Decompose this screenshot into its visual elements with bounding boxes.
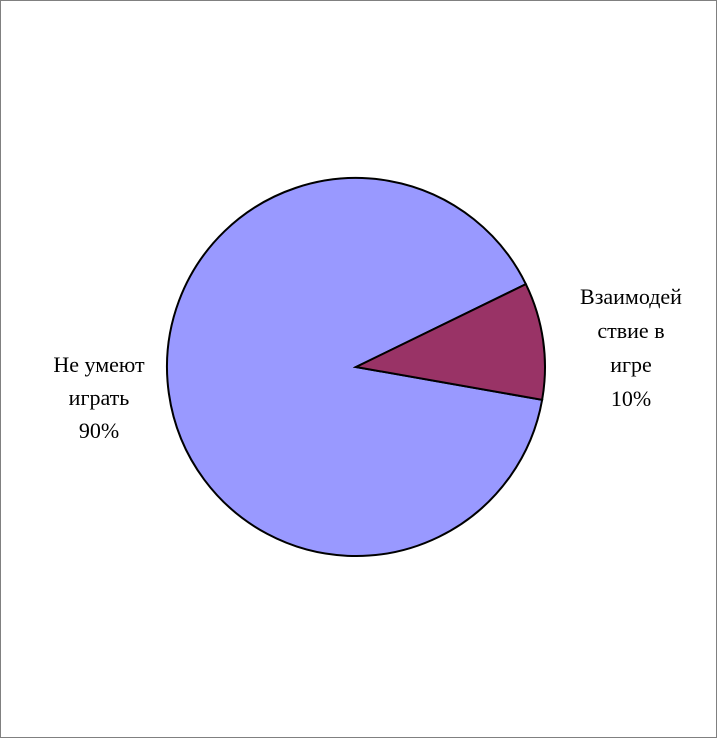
- slice-percent-label: 90%: [79, 418, 119, 443]
- pie-labels: Не умеют играть 90% Взаимодей ствие в игре 10%: [53, 284, 682, 443]
- slice-label-line: игре: [610, 352, 652, 377]
- pie-slice: [352, 282, 546, 401]
- slice-label: Не умеют играть 90%: [53, 352, 145, 443]
- slice-label-line: ствие в: [597, 318, 664, 343]
- slice-label-line: играть: [69, 385, 130, 410]
- slice-label-line: Не умеют: [53, 352, 145, 377]
- slice-label: Взаимодей ствие в игре 10%: [580, 284, 682, 411]
- slice-label-line: Взаимодей: [580, 284, 682, 309]
- pie-slices: [166, 177, 546, 557]
- slice-percent-label: 10%: [611, 386, 651, 411]
